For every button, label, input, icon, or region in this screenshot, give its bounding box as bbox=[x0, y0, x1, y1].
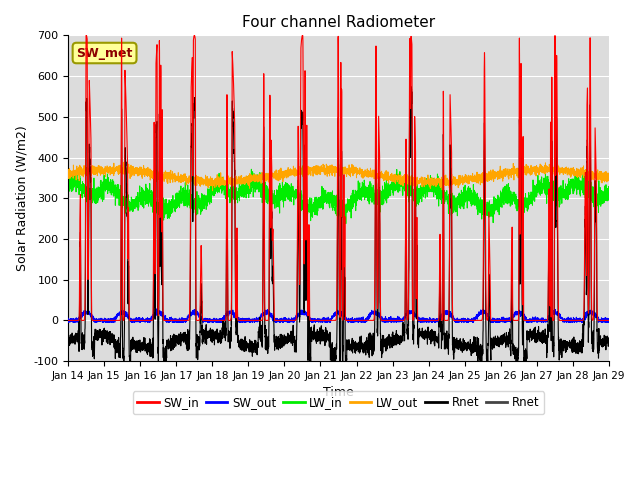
Title: Four channel Radiometer: Four channel Radiometer bbox=[242, 15, 435, 30]
Legend: SW_in, SW_out, LW_in, LW_out, Rnet, Rnet: SW_in, SW_out, LW_in, LW_out, Rnet, Rnet bbox=[132, 392, 545, 414]
X-axis label: Time: Time bbox=[323, 386, 354, 399]
Text: SW_met: SW_met bbox=[76, 47, 132, 60]
Y-axis label: Solar Radiation (W/m2): Solar Radiation (W/m2) bbox=[15, 125, 28, 271]
